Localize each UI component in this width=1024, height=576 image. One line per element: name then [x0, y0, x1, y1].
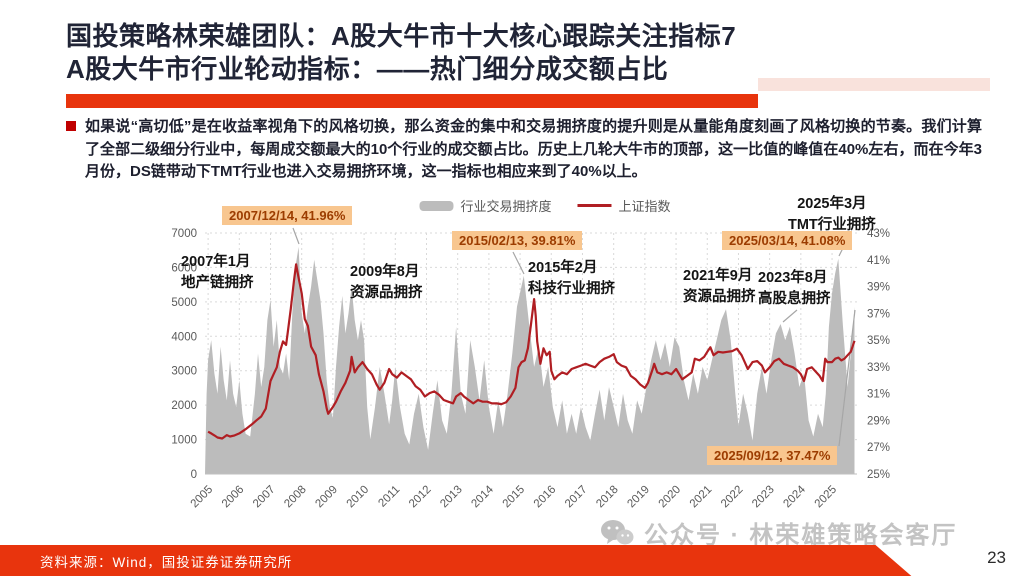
- axis-tick-label: 2019: [625, 484, 652, 511]
- axis-tick-label: 2020: [657, 484, 684, 511]
- axis-tick-label: 2014: [469, 483, 496, 510]
- chart-callout: 2015/02/13, 39.81%: [452, 231, 583, 250]
- axis-tick-label: 39%: [867, 282, 890, 294]
- axis-tick-label: 2021: [688, 484, 715, 511]
- axis-tick-label: 3000: [171, 366, 197, 378]
- page-number: 23: [987, 548, 1006, 567]
- axis-tick-label: 43%: [867, 228, 890, 240]
- axis-tick-label: 31%: [867, 389, 890, 401]
- axis-tick-label: 2000: [171, 400, 197, 412]
- axis-tick-label: 27%: [867, 442, 890, 454]
- axis-tick-label: 2011: [376, 484, 402, 510]
- axis-tick-label: 37%: [867, 308, 890, 320]
- axis-tick-label: 2022: [719, 484, 746, 511]
- title-underline-bar: [66, 94, 758, 108]
- chart-event-label: 2009年8月 资源品拥挤: [350, 264, 423, 301]
- chart-callout: 2025/03/14, 41.08%: [722, 231, 853, 250]
- axis-tick-label: 2008: [282, 484, 309, 511]
- axis-tick-label: 2025: [813, 484, 840, 511]
- watermark: 公众号 · 林荣雄策略会客厅: [600, 515, 957, 550]
- axis-tick-label: 29%: [867, 415, 890, 427]
- chart-event-label: 2023年8月 高股息拥挤: [758, 270, 831, 307]
- axis-tick-label: 6000: [171, 262, 197, 274]
- title-underline-pale-bar: [758, 78, 990, 91]
- axis-tick-label: 2023: [750, 484, 777, 511]
- axis-tick-label: 7000: [171, 228, 197, 240]
- sse-index-line: [207, 263, 856, 440]
- legend-label-congestion: 行业交易拥挤度: [460, 199, 552, 214]
- page-title: 国投策略林荣雄团队：A股大牛市十大核心跟踪关注指标7 A股大牛市行业轮动指标：—…: [66, 20, 986, 86]
- axis-tick-label: 2018: [594, 484, 621, 511]
- chart-canvas: 0 1000 2000 3000 4000 5000 6000 7000 25% 27% 29% 31…: [171, 227, 890, 511]
- bullet-icon: [66, 121, 76, 131]
- axis-tick-label: 2016: [532, 484, 559, 511]
- axis-tick-label: 41%: [867, 255, 890, 267]
- axis-tick-label: 2009: [313, 484, 340, 511]
- axis-tick-label: 2015: [501, 484, 528, 511]
- axis-tick-label: 2007: [251, 484, 278, 511]
- chart-event-label: 2021年9月 资源品拥挤: [683, 268, 756, 305]
- axis-tick-label: 2024: [781, 483, 808, 510]
- congestion-area: [205, 246, 855, 474]
- wechat-icon: [601, 519, 634, 544]
- footer-band: 资料来源：Wind，国投证券证券研究所: [0, 545, 912, 576]
- chart-callout: 2007/12/14, 41.96%: [222, 206, 353, 225]
- area-swatch-icon: [419, 200, 454, 211]
- chart-callout: 2025/09/12, 37.47%: [707, 446, 838, 465]
- chart-event-label: 2025年3月 TMT行业拥挤: [788, 196, 876, 233]
- axis-tick-label: 2013: [438, 484, 465, 511]
- axis-tick-label: 2005: [189, 484, 216, 511]
- title-line-2: A股大牛市行业轮动指标：——热门细分成交额占比: [66, 54, 669, 84]
- title-line-1: 国投策略林荣雄团队：A股大牛市十大核心跟踪关注指标7: [66, 21, 737, 51]
- axis-tick-label: 0: [191, 469, 197, 481]
- watermark-text: 公众号 · 林荣雄策略会客厅: [644, 522, 958, 549]
- axis-tick-label: 2010: [345, 484, 372, 511]
- chart-event-label: 2015年2月 科技行业拥挤: [528, 260, 615, 297]
- axis-tick-label: 1000: [171, 435, 197, 447]
- source-text: 资料来源：Wind，国投证券证券研究所: [40, 554, 293, 570]
- axis-tick-label: 2012: [407, 484, 434, 511]
- callout-leader-lines: [292, 227, 856, 447]
- legend-label-sse: 上证指数: [618, 199, 671, 214]
- congestion-chart: 行业交易拥挤度 上证指数 0 1000 2000 3000 4000 5000 6000 70…: [145, 192, 945, 527]
- axis-tick-label: 4000: [171, 331, 197, 343]
- chart-event-label: 2007年1月 地产链拥挤: [181, 254, 254, 291]
- axis-tick-label: 25%: [867, 469, 890, 481]
- legend-item-sse: 上证指数: [577, 196, 671, 215]
- legend-item-congestion: 行业交易拥挤度: [419, 196, 552, 215]
- axis-tick-label: 5000: [171, 297, 197, 309]
- chart-legend: 行业交易拥挤度 上证指数: [419, 196, 671, 215]
- axis-tick-label: 33%: [867, 362, 890, 374]
- axis-tick-label: 2017: [563, 484, 590, 511]
- axis-tick-label: 2006: [220, 484, 247, 511]
- line-swatch-icon: [577, 204, 612, 207]
- summary-text: 如果说“高切低”是在收益率视角下的风格切换，那么资金的集中和交易拥挤度的提升则是…: [85, 118, 982, 180]
- summary-paragraph: 如果说“高切低”是在收益率视角下的风格切换，那么资金的集中和交易拥挤度的提升则是…: [66, 116, 982, 184]
- axis-tick-label: 35%: [867, 335, 890, 347]
